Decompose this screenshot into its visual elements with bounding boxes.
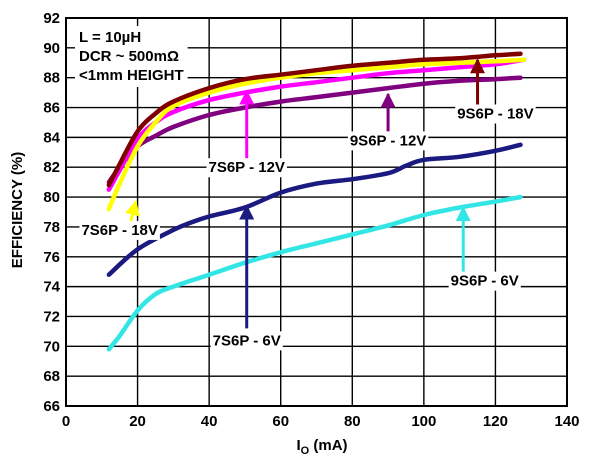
callout-label-background [455,104,536,124]
annotation-box: L = 10µH DCR ~ 500mΩ <1mm HEIGHT [75,26,188,87]
callout-label-background [206,158,287,178]
x-tick-labels: 0 20 40 60 80 100 120 140 [62,413,580,430]
annotation-inductance: L = 10µH [79,29,141,46]
series-line-9s6p-12v [106,75,523,185]
series-line-9s6p-6v [106,194,523,352]
y-tick-label: 86 [43,100,60,117]
callout-label-9s6p-6v: 9S6P - 6V [451,273,519,290]
x-tick-label: 100 [411,413,436,430]
y-tick-label: 82 [43,159,60,176]
series-line-7s6p-6v [106,142,523,277]
y-axis-title: EFFICIENCY (%) [9,152,26,268]
x-tick-label: 60 [272,413,289,430]
y-tick-label: 92 [43,10,60,27]
x-tick-label: 120 [483,413,508,430]
callout-label-background [448,271,521,291]
callout-label-background [347,131,429,151]
x-axis-title-unit: (mA) [309,437,347,454]
callout-label-9s6p-18v: 9S6P - 18V [457,106,533,123]
y-tick-label: 78 [43,219,60,236]
callout-label-7s6p-12v: 7S6P - 12V [208,159,284,176]
y-tick-label: 70 [43,338,60,355]
callout-label-background [210,331,283,351]
y-tick-label: 74 [43,279,60,296]
x-tick-label: 140 [554,413,579,430]
annotation-background [75,26,188,87]
x-tick-label: 40 [201,413,218,430]
y-tick-label: 80 [43,189,60,206]
y-tick-label: 90 [43,40,60,57]
series-line-7s6p-18v [106,57,527,212]
x-axis-title-main: I [296,437,300,454]
x-axis-title: IO (mA) [296,437,347,456]
plot-frame [65,17,568,407]
annotation-height: <1mm HEIGHT [79,67,184,84]
x-tick-label: 0 [62,413,70,430]
callout-label-7s6p-6v: 7S6P - 6V [213,332,281,349]
y-tick-label: 88 [43,70,60,87]
annotation-dcr: DCR ~ 500mΩ [79,48,179,65]
callout-label-background [79,220,160,240]
series-layer [106,51,527,352]
series-line-9s6p-18v [106,51,523,188]
y-tick-label: 72 [43,308,60,325]
callout-layer: 7S6P - 18V 7S6P - 12V 9S6P - 12V 9S6P - 18V… [79,58,536,351]
x-tick-label: 80 [344,413,361,430]
y-tick-label: 66 [43,398,60,415]
series-line-7s6p-12v [106,57,527,192]
callout-label-7s6p-18v: 7S6P - 18V [81,222,157,239]
x-tick-label: 20 [129,413,146,430]
x-axis-title-subscript: O [301,445,310,456]
callout-label-9s6p-12v: 9S6P - 12V [350,132,426,149]
y-tick-labels: 66 68 70 72 74 76 78 80 82 84 86 88 90 92 [43,10,60,415]
y-tick-label: 76 [43,249,60,266]
y-tick-label: 68 [43,368,60,385]
y-tick-label: 84 [43,129,60,146]
